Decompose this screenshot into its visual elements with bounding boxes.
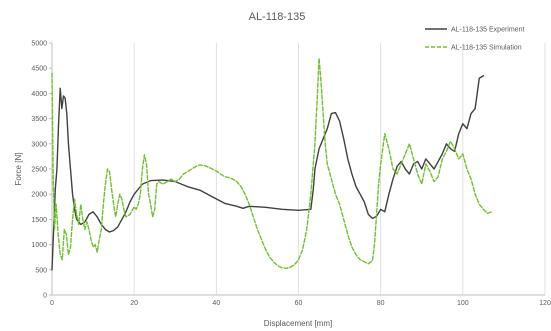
series-layer [51,57,493,271]
x-axis-title: Displacement [mm] [264,319,332,328]
legend-label: AL-118-135 Experiment [451,27,524,34]
series-line-experiment [51,75,485,271]
label-layer: AL-118-135 Displacement [mm] Force [N] [14,11,332,328]
x-tick-label: 60 [295,300,303,307]
y-tick-label: 0 [43,293,47,300]
x-tick-label: 40 [212,300,220,307]
legend-label: AL-118-135 Simulation [451,45,522,52]
y-tick-label: 3000 [31,141,47,148]
y-tick-label: 5000 [31,41,47,48]
y-tick-label: 1500 [31,217,47,224]
y-tick-label: 3500 [31,116,47,123]
legend: AL-118-135 Experiment AL-118-135 Simulati… [425,27,524,52]
x-tick-label: 20 [130,300,138,307]
y-tick-label: 4500 [31,66,47,73]
y-tick-label: 4000 [31,91,47,98]
series-line-simulation [51,57,493,269]
y-tick-label: 1000 [31,242,47,249]
y-tick-label: 2500 [31,167,47,174]
x-tick-label: 100 [457,300,469,307]
y-tick-label: 2000 [31,192,47,199]
x-tick-label: 0 [50,300,54,307]
x-tick-label: 80 [377,300,385,307]
y-tick-label: 500 [35,267,47,274]
y-axis-title: Force [N] [14,153,23,186]
grid-layer [133,43,546,295]
x-tick-label: 120 [539,300,551,307]
chart-title: AL-118-135 [249,11,306,23]
